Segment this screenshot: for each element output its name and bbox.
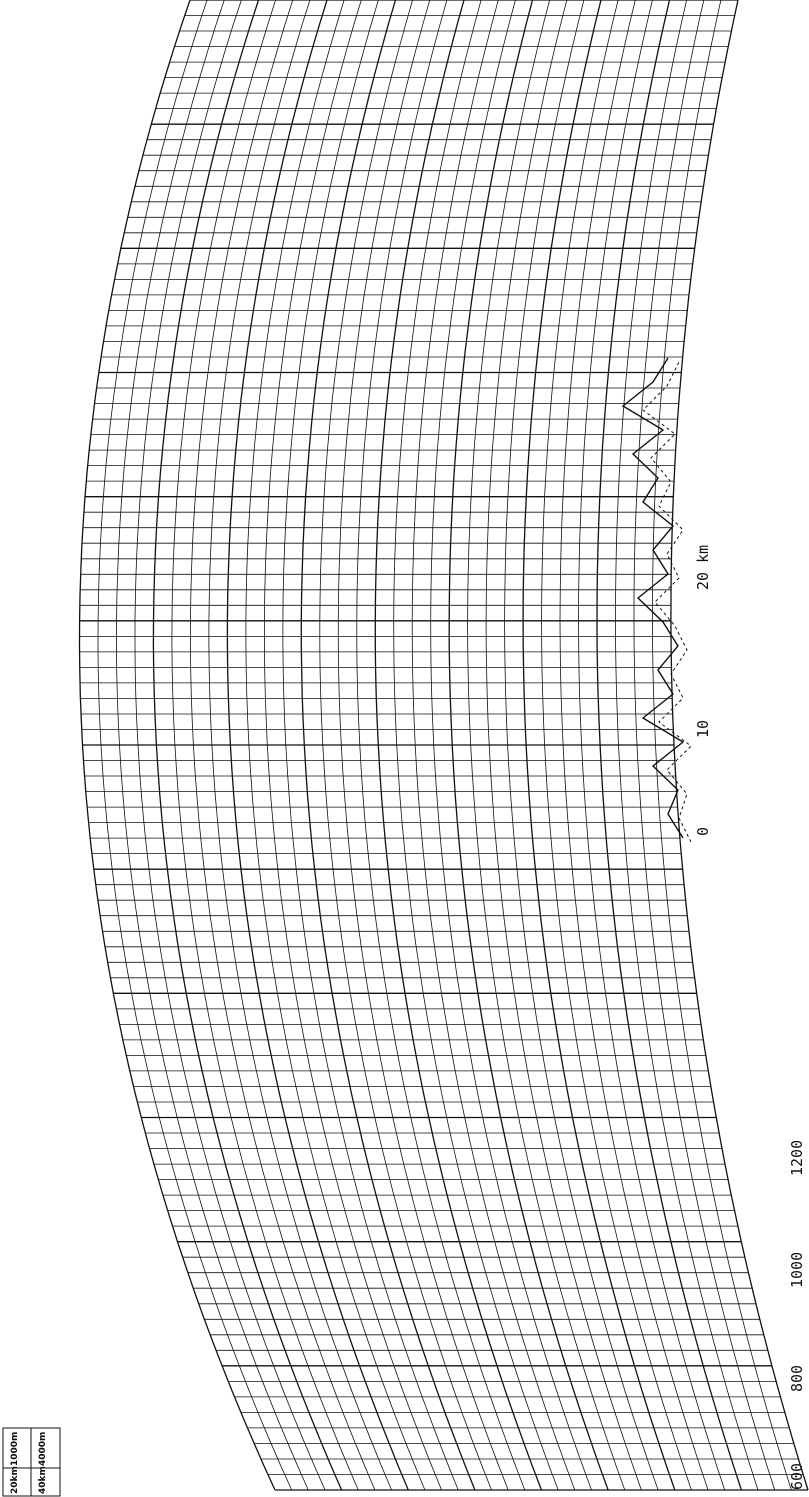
legend-cell: 1000m xyxy=(10,1432,20,1466)
curved-grid xyxy=(78,0,809,1491)
vertical-tick-label: 600 xyxy=(788,1463,806,1490)
profile-line xyxy=(621,357,685,839)
vertical-tick-label: 1000 xyxy=(788,1252,806,1288)
range-tick-label: 10 xyxy=(694,720,712,738)
legend-cell: 20km xyxy=(10,1466,20,1494)
legend-cell: 40km xyxy=(38,1466,48,1494)
vertical-tick-label: 1200 xyxy=(788,1140,806,1176)
range-tick-label: 0 xyxy=(694,827,712,836)
vertical-tick-label: 800 xyxy=(788,1365,806,1392)
legend-cell: 4000m xyxy=(38,1432,48,1466)
profile-line-secondary xyxy=(642,361,692,843)
legend-box: 20km 1000m 40km 4000m xyxy=(2,1427,61,1497)
profile-trace xyxy=(621,357,692,843)
range-tick-label: 20 km xyxy=(694,545,712,590)
axis-tick-labels: 0 10 20 km 600 800 1000 1200 xyxy=(694,545,806,1490)
